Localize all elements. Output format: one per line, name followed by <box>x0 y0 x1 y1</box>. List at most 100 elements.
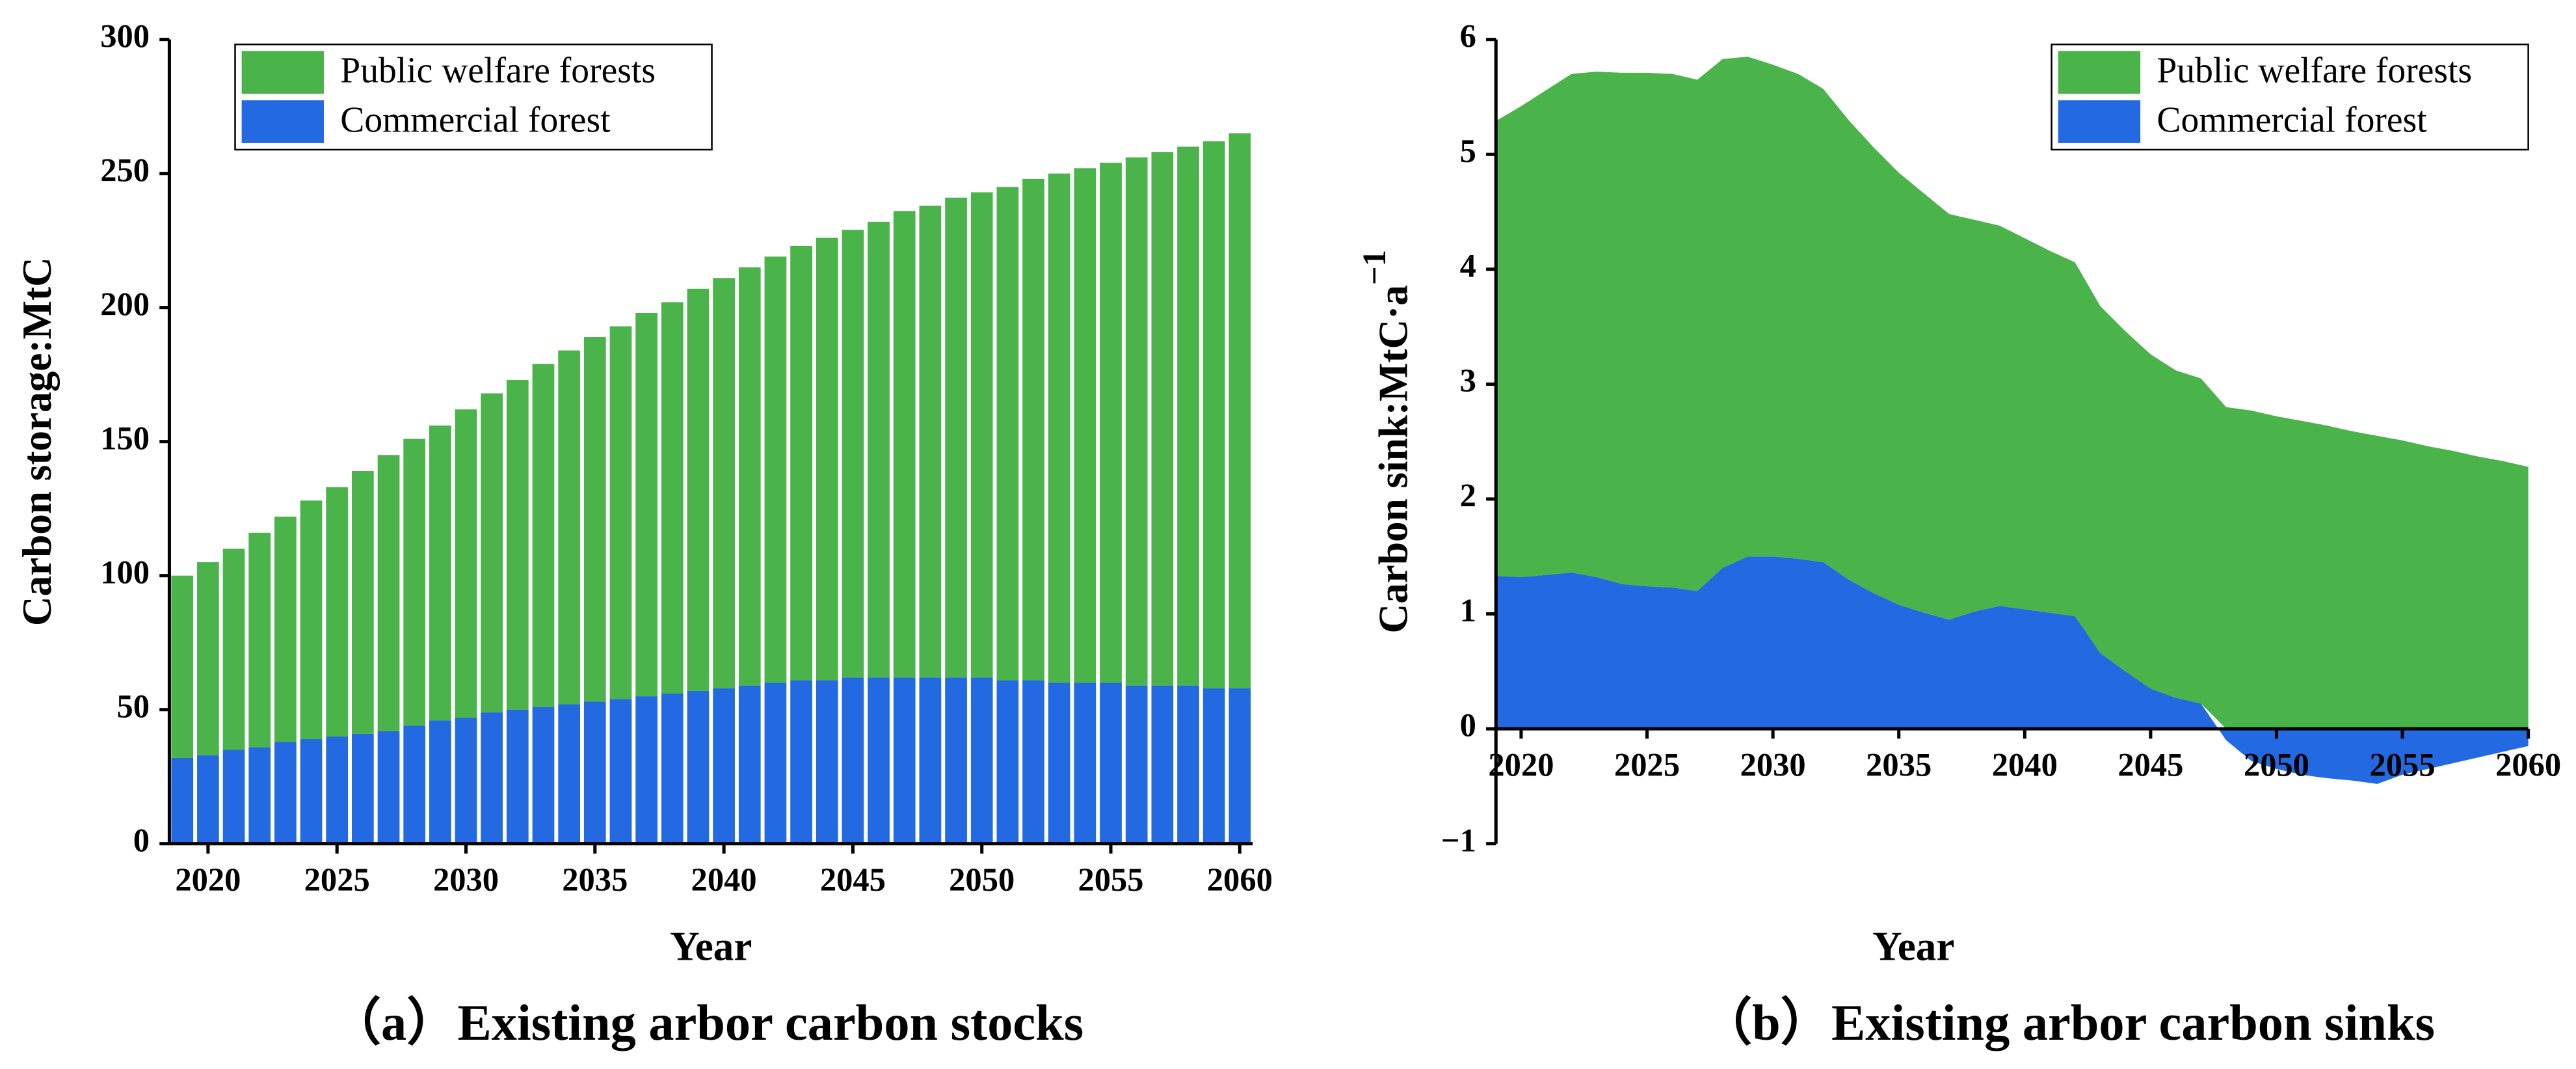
area <box>1496 57 2529 729</box>
bar <box>300 500 323 740</box>
x-tick-label: 2055 <box>2370 746 2436 783</box>
bar <box>300 739 323 844</box>
x-tick-label: 2060 <box>2495 746 2561 783</box>
y-tick-label: 250 <box>100 152 150 188</box>
bar <box>1151 685 1174 844</box>
y-tick-label: 200 <box>100 286 150 322</box>
bar <box>893 677 916 844</box>
x-axis-title: Year <box>1872 924 1954 969</box>
bar <box>532 707 555 844</box>
bar <box>842 230 864 678</box>
bar <box>1228 133 1251 688</box>
bar <box>1100 683 1122 844</box>
bar <box>1202 688 1225 844</box>
bar <box>222 548 245 750</box>
y-tick-label: 5 <box>1460 133 1476 169</box>
bar <box>868 221 890 678</box>
bar <box>1100 163 1122 683</box>
bar <box>248 532 271 748</box>
bar <box>171 757 194 844</box>
y-axis-title-text: Carbon storage:MtC <box>14 257 60 626</box>
bar <box>481 393 503 712</box>
bar <box>764 683 787 844</box>
bar <box>970 192 993 678</box>
y-tick-label: 50 <box>117 688 150 724</box>
bar <box>1177 146 1199 686</box>
bar <box>816 680 838 844</box>
bar <box>274 517 297 742</box>
bar <box>222 750 245 844</box>
legend-label: Commercial forest <box>2157 100 2427 140</box>
bar <box>687 288 710 691</box>
bar <box>274 742 297 844</box>
legend-swatch <box>2058 51 2141 94</box>
bar <box>197 562 219 755</box>
y-tick-label: 100 <box>100 554 150 590</box>
bar <box>996 680 1019 844</box>
bar <box>1022 178 1044 681</box>
y-tick-label: 6 <box>1460 18 1476 54</box>
x-tick-label: 2025 <box>1614 746 1680 783</box>
bar <box>1048 683 1070 844</box>
y-tick-label: 0 <box>1460 707 1476 744</box>
bar <box>635 312 657 697</box>
x-tick-label: 2035 <box>1866 746 1932 783</box>
bar <box>1202 141 1225 688</box>
bar <box>996 187 1019 681</box>
bar <box>403 725 426 844</box>
bar <box>248 747 271 844</box>
x-axis-title: Year <box>670 924 752 969</box>
x-tick-label: 2050 <box>949 861 1015 898</box>
bar <box>171 575 194 758</box>
bar <box>919 206 942 678</box>
bar <box>713 278 735 688</box>
x-tick-label: 2060 <box>1207 861 1273 898</box>
bar <box>609 326 632 699</box>
x-tick-label: 2040 <box>691 861 757 898</box>
x-tick-label: 2045 <box>820 861 886 898</box>
legend-swatch <box>2058 100 2141 143</box>
x-tick-label: 2045 <box>2118 746 2183 783</box>
y-tick-label: 2 <box>1460 478 1476 514</box>
bar <box>583 701 606 844</box>
y-tick-label: 300 <box>100 18 150 54</box>
bar <box>609 699 632 844</box>
bar <box>1177 685 1199 844</box>
legend-label: Public welfare forests <box>2157 51 2472 91</box>
x-tick-label: 2040 <box>1992 746 2058 783</box>
y-tick-label: 3 <box>1460 362 1476 399</box>
bar <box>532 364 555 707</box>
y-tick-label: 1 <box>1460 592 1476 629</box>
bar <box>1125 685 1148 844</box>
bar <box>945 677 967 844</box>
bar <box>868 677 890 844</box>
bar <box>893 211 916 678</box>
bar <box>790 680 812 844</box>
bar <box>738 267 761 686</box>
bar <box>919 677 942 844</box>
x-tick-label: 2025 <box>304 861 370 898</box>
bar <box>1074 168 1096 683</box>
bar <box>326 487 349 737</box>
bar <box>326 736 349 844</box>
bar <box>455 718 477 844</box>
y-axis-title: Carbon sink:MtC·a−1 <box>1356 250 1416 633</box>
bar <box>713 688 735 844</box>
bar <box>842 677 864 844</box>
bar <box>377 455 400 731</box>
y-axis-title-sup: −1 <box>1356 250 1392 285</box>
bar <box>197 755 219 844</box>
x-tick-label: 2035 <box>562 861 628 898</box>
bar <box>352 733 374 844</box>
y-axis-title-text: Carbon sink:MtC·a <box>1370 285 1416 633</box>
bar <box>1228 688 1251 844</box>
bar <box>1022 680 1044 844</box>
bar <box>687 690 710 844</box>
bar <box>738 685 761 844</box>
caption: （b）Existing arbor carbon sinks <box>1701 994 2435 1051</box>
bar <box>481 712 503 844</box>
bar <box>1151 152 1174 686</box>
legend-label: Commercial forest <box>340 100 611 140</box>
x-tick-label: 2030 <box>1740 746 1806 783</box>
